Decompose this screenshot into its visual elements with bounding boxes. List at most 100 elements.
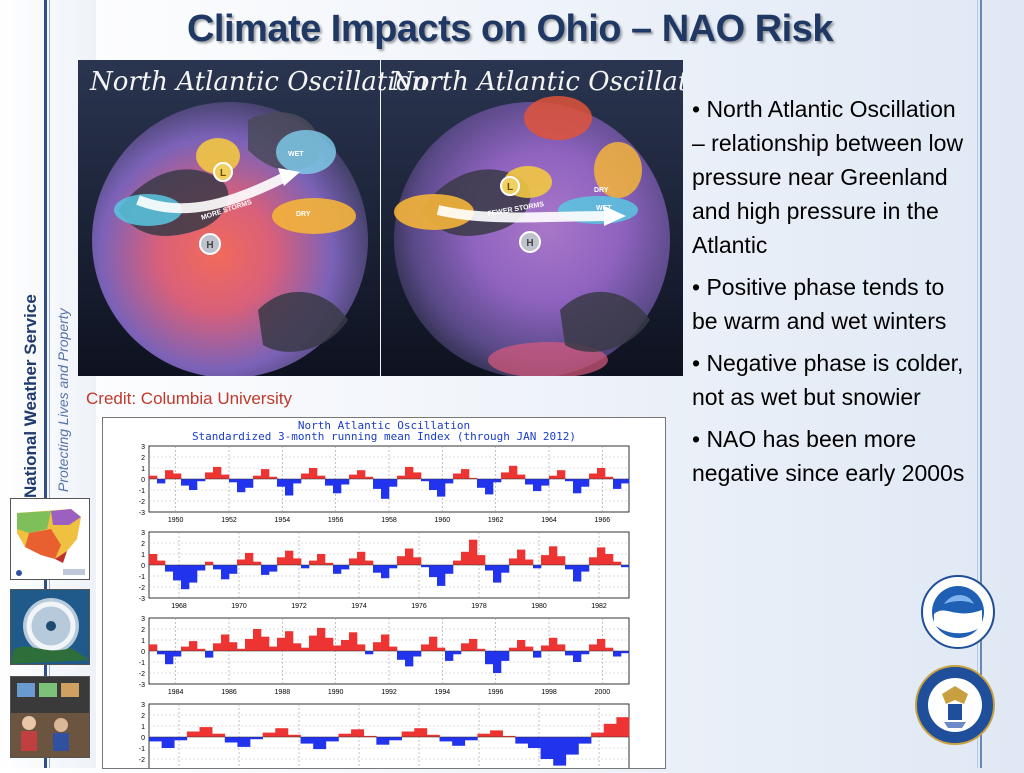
negative-bar [445, 651, 454, 661]
positive-bar [525, 646, 534, 651]
negative-bar [429, 565, 438, 578]
negative-bar [413, 651, 422, 657]
positive-bar [414, 728, 428, 737]
positive-bar [461, 551, 470, 565]
positive-bar [351, 729, 365, 737]
negative-bar [173, 565, 182, 581]
negative-bar [533, 479, 542, 492]
chart-title: North Atlantic Oscillation [298, 419, 470, 432]
negative-bar [365, 651, 374, 655]
negative-bar [493, 651, 502, 673]
positive-bar [317, 554, 326, 565]
negative-bar [613, 651, 622, 657]
negative-bar [341, 479, 350, 485]
positive-bar [477, 733, 491, 737]
positive-bar [389, 646, 398, 651]
negative-bar [229, 565, 238, 574]
negative-bar [485, 565, 494, 571]
negative-bar [325, 479, 334, 486]
positive-bar [490, 730, 503, 737]
positive-bar [502, 735, 516, 737]
positive-bar [517, 549, 526, 565]
right-globe: L H DRY WET FEWER STORMS [394, 96, 670, 376]
y-tick-label: -2 [139, 585, 145, 592]
operations-room-thumbnail [10, 676, 90, 758]
x-tick-label: 2000 [595, 689, 611, 696]
positive-bar [603, 723, 617, 737]
negative-bar [421, 565, 430, 568]
positive-bar [325, 637, 334, 651]
positive-bar [437, 647, 446, 651]
positive-bar [253, 629, 262, 651]
negative-bar [205, 651, 214, 658]
negative-bar [565, 737, 579, 755]
right-wet-label: WET [596, 205, 612, 212]
negative-bar [621, 651, 630, 654]
positive-bar [549, 475, 558, 479]
org-name: National Weather Service [21, 294, 40, 498]
y-tick-label: 3 [141, 530, 145, 537]
x-tick-label: 1982 [591, 603, 607, 610]
positive-bar [413, 557, 422, 565]
positive-bar [509, 647, 518, 651]
y-tick-label: 0 [141, 735, 145, 742]
x-tick-label: 1992 [381, 689, 397, 696]
positive-bar [549, 637, 558, 651]
sidebar-divider-thin [49, 0, 50, 768]
y-tick-label: -3 [139, 510, 145, 517]
positive-bar [181, 646, 190, 651]
positive-bar [509, 465, 518, 479]
y-tick-label: -2 [139, 757, 145, 764]
positive-bar [317, 475, 326, 479]
y-tick-label: 1 [141, 552, 145, 559]
x-tick-label: 1964 [541, 517, 557, 524]
y-tick-label: 2 [141, 713, 145, 720]
x-tick-label: 1960 [435, 517, 451, 524]
y-tick-label: -3 [139, 682, 145, 689]
positive-bar [213, 466, 222, 479]
negative-bar [581, 479, 590, 487]
negative-bar [501, 565, 510, 573]
negative-bar [565, 651, 574, 656]
positive-bar [605, 554, 614, 565]
left-high-label: H [206, 240, 213, 251]
positive-bar [405, 466, 414, 479]
negative-bar [565, 565, 574, 570]
negative-bar [229, 479, 238, 483]
negative-bar [261, 565, 270, 575]
x-tick-label: 1970 [231, 603, 247, 610]
right-dry-label: DRY [594, 187, 609, 194]
positive-bar [338, 733, 352, 737]
y-tick-label: -2 [139, 499, 145, 506]
positive-bar [221, 474, 230, 479]
positive-bar [397, 475, 406, 479]
positive-bar [477, 555, 486, 565]
x-tick-label: 1972 [291, 603, 307, 610]
x-tick-label: 1996 [488, 689, 504, 696]
positive-bar [349, 474, 358, 479]
nao-globes-illustration: L H WET DRY MORE STORMS L H DRY WET FEWE… [78, 60, 683, 376]
negative-bar [293, 479, 302, 484]
negative-bar [197, 565, 206, 571]
left-globe-banner: North Atlantic Oscillation [89, 67, 428, 97]
positive-bar [261, 469, 270, 479]
x-tick-label: 1952 [221, 517, 237, 524]
positive-bar [186, 731, 200, 737]
positive-bar [597, 547, 606, 565]
negative-bar [245, 479, 254, 488]
bullet-item-recent-trend: • NAO has been more negative since early… [692, 426, 965, 486]
positive-bar [363, 735, 377, 737]
positive-bar [212, 733, 226, 737]
negative-bar [405, 651, 414, 667]
y-tick-label: 2 [141, 455, 145, 462]
positive-bar [357, 470, 366, 479]
positive-bar [453, 560, 462, 565]
negative-bar [381, 565, 390, 579]
positive-bar [557, 644, 566, 651]
chart-panels: 3 2 1 0 -1 -2 -3 1950 1952 1954 1956 1958 1960 1962 19… [139, 444, 630, 773]
positive-bar [349, 558, 358, 565]
y-tick-label: 3 [141, 444, 145, 451]
negative-bar [269, 565, 278, 572]
y-tick-label: 3 [141, 616, 145, 623]
positive-bar [517, 640, 526, 651]
